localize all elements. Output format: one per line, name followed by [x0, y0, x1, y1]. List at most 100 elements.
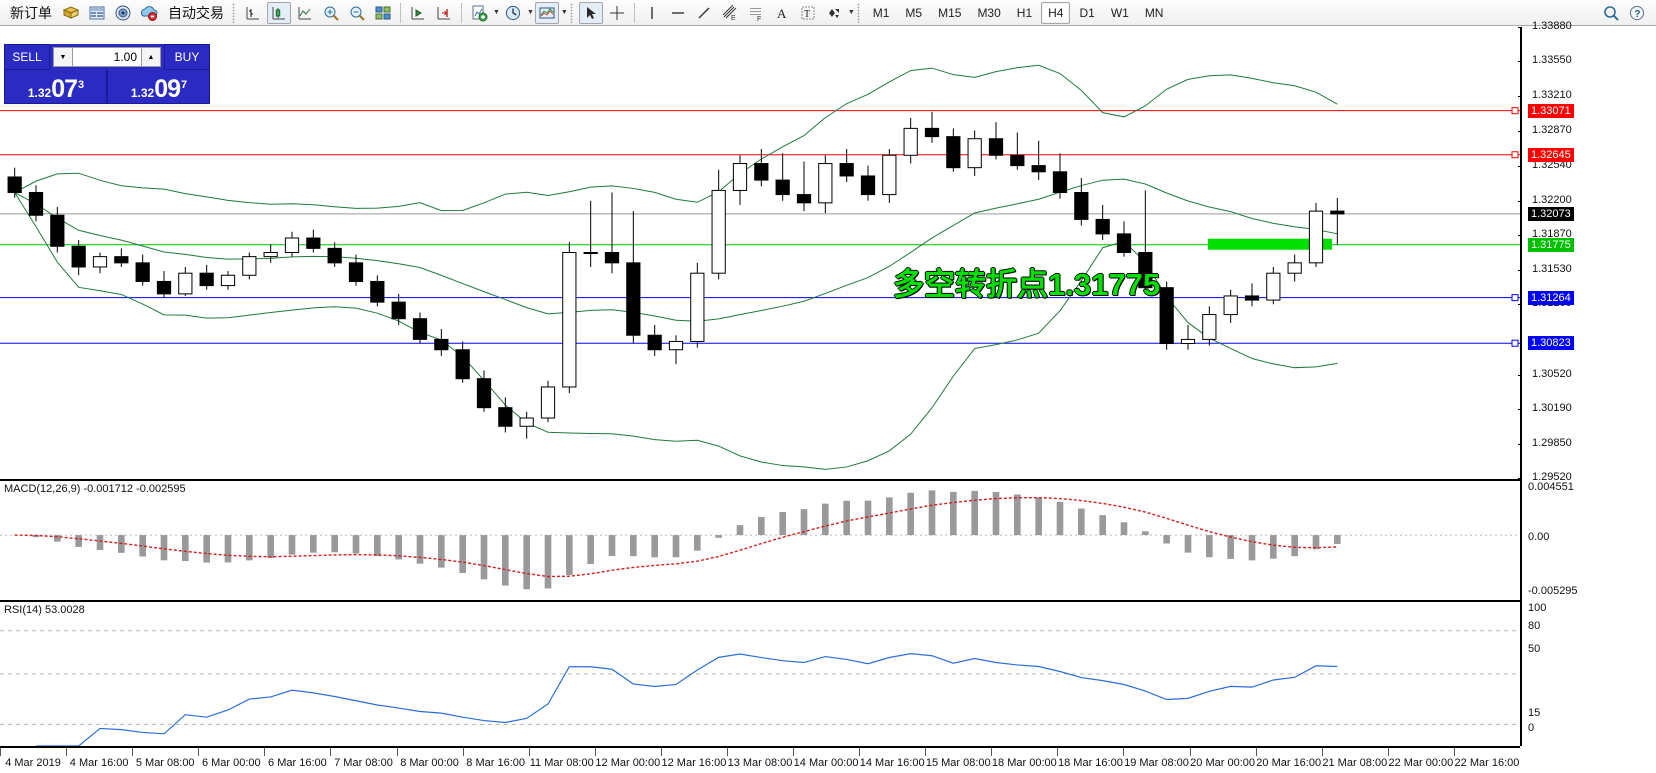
time-axis-separator [1255, 748, 1257, 756]
rsi-axis-tick: 100 [1528, 602, 1547, 614]
text-icon[interactable]: A [770, 2, 794, 24]
time-axis-separator [660, 748, 662, 756]
price-axis-tick: 1.29520 [1532, 471, 1572, 483]
sell-price-display[interactable]: 1.32 07 3 [4, 70, 107, 104]
timeframe-d1[interactable]: D1 [1079, 5, 1095, 20]
price-axis-tick: 1.30520 [1532, 367, 1572, 380]
search-icon[interactable] [1599, 2, 1623, 24]
templates-icon[interactable] [534, 1, 559, 24]
trendline-icon[interactable] [692, 2, 716, 24]
macd-pane[interactable]: MACD(12,26,9) -0.001712 -0.002595 [0, 479, 1520, 598]
volume-stepper-up-icon[interactable]: ▲ [141, 47, 161, 67]
price-axis-tick: 1.29850 [1532, 436, 1572, 449]
rsi-pane[interactable]: RSI(14) 53.0028 [0, 600, 1520, 746]
chevron-down-icon[interactable]: ▼ [493, 9, 500, 16]
new-order-button[interactable]: 新订单 [10, 4, 52, 21]
line-chart-mode-icon[interactable] [293, 2, 317, 24]
crosshair-icon[interactable] [605, 2, 629, 24]
time-axis-tick: 19 Mar 08:00 [1124, 757, 1189, 769]
time-axis-tick: 5 Mar 08:00 [135, 757, 195, 769]
macd-axis-tick-min: -0.005295 [1528, 585, 1578, 597]
one-click-trading-panel[interactable]: SELL ▼ 1.00 ▲ BUY 1.32 07 3 1.32 09 7 [4, 44, 210, 104]
price-axis-tick-mark [1518, 131, 1522, 133]
sell-price-point: 3 [78, 79, 85, 91]
svg-text:A: A [777, 6, 787, 21]
chevron-down-icon[interactable]: ▼ [560, 9, 568, 16]
autotrading-icon[interactable] [137, 2, 161, 24]
chart-annotation-text: 多空转折点1.31775 [893, 266, 1161, 302]
period-icon[interactable] [501, 2, 525, 24]
price-axis-tick: 1.31870 [1532, 227, 1572, 240]
price-chart-pane[interactable] [0, 27, 1520, 478]
volume-input[interactable]: 1.00 [73, 47, 141, 67]
chevron-down-icon[interactable]: ▼ [847, 9, 855, 16]
timeframe-m15[interactable]: M15 [938, 5, 962, 20]
time-axis-tick: 8 Mar 00:00 [400, 757, 459, 769]
market-watch-icon[interactable] [59, 2, 83, 24]
rsi-svg [0, 630, 1520, 746]
price-tag-resistance[interactable]: 1.33071 [1528, 103, 1574, 118]
horizontal-line-icon[interactable] [666, 2, 690, 24]
timeframe-w1[interactable]: W1 [1110, 5, 1129, 20]
time-axis-tick: 15 Mar 08:00 [925, 757, 991, 769]
navigator-icon[interactable] [111, 2, 135, 24]
price-tag-support[interactable]: 1.31264 [1528, 290, 1574, 305]
time-axis-separator [66, 748, 68, 756]
help-icon[interactable]: ? [1625, 2, 1649, 24]
chevron-down-icon[interactable]: ▼ [526, 9, 534, 16]
rsi-axis-tick: 0 [1528, 722, 1535, 734]
time-axis-separator [1189, 748, 1191, 756]
time-axis-tick: 14 Mar 16:00 [859, 757, 925, 769]
cursor-icon[interactable] [578, 1, 603, 24]
price-axis-tick: 1.33550 [1532, 54, 1572, 67]
price-tag-pivot[interactable]: 1.31775 [1528, 237, 1574, 252]
buy-price-display[interactable]: 1.32 09 7 [107, 70, 210, 104]
time-axis[interactable]: 4 Mar 2019 4 Mar 16:00 5 Mar 08:00 6 Mar 00… [0, 746, 1520, 773]
time-axis-tick: 18 Mar 00:00 [991, 757, 1057, 769]
price-axis[interactable]: 1.33880 1.33550 1.33210 1.32870 1.32540 1.322… [1518, 20, 1656, 746]
bar-chart-mode-icon[interactable] [241, 2, 265, 24]
time-axis-tick: 11 Mar 08:00 [529, 757, 594, 769]
price-tag-resistance[interactable]: 1.32645 [1528, 147, 1574, 162]
time-axis-separator [396, 748, 398, 756]
vertical-line-icon[interactable] [640, 2, 664, 24]
fibo-fan-icon[interactable]: F [744, 2, 768, 24]
toolbar-grip [232, 2, 235, 23]
autotrading-button[interactable]: 自动交易 [168, 4, 224, 21]
fibonacci-icon[interactable]: E [718, 2, 742, 24]
price-axis-tick: 1.33880 [1532, 20, 1572, 32]
sell-button[interactable]: SELL [4, 44, 50, 70]
auto-scroll-icon[interactable] [432, 2, 456, 24]
price-axis-tick: 1.33210 [1532, 89, 1572, 102]
price-axis-tick-mark [1518, 443, 1522, 445]
timeframe-mn[interactable]: MN [1144, 5, 1164, 20]
buy-button[interactable]: BUY [164, 44, 210, 70]
text-label-icon[interactable]: T [796, 2, 820, 24]
volume-dropdown-icon[interactable]: ▼ [53, 47, 73, 67]
volume-control[interactable]: ▼ 1.00 ▲ [50, 44, 164, 70]
zoom-in-icon[interactable] [319, 2, 343, 24]
time-axis-separator [1453, 748, 1455, 756]
data-window-icon[interactable] [85, 2, 109, 24]
time-axis-separator [925, 748, 927, 756]
shapes-icon[interactable] [822, 2, 846, 24]
macd-axis-tick-max: 0.004551 [1528, 481, 1574, 493]
price-axis-tick: 1.31530 [1532, 263, 1572, 276]
tile-windows-icon[interactable] [371, 2, 395, 24]
timeframe-m30[interactable]: M30 [977, 5, 1001, 20]
new-chart-icon[interactable] [467, 2, 491, 24]
timeframe-h4[interactable]: H4 [1041, 1, 1071, 24]
time-axis-tick: 12 Mar 00:00 [595, 757, 661, 769]
candle-chart-mode-icon[interactable] [267, 1, 291, 24]
time-axis-tick: 8 Mar 16:00 [466, 757, 525, 769]
time-axis-tick: 14 Mar 00:00 [793, 757, 859, 769]
time-axis-tick: 4 Mar 2019 [5, 757, 61, 769]
timeframe-m5[interactable]: M5 [905, 5, 923, 20]
timeframe-m1[interactable]: M1 [872, 5, 890, 20]
zoom-out-icon[interactable] [345, 2, 369, 24]
price-tag-current[interactable]: 1.32073 [1528, 206, 1574, 221]
shift-end-icon[interactable] [406, 2, 430, 24]
timeframe-h1[interactable]: H1 [1016, 5, 1033, 20]
price-tag-support[interactable]: 1.30823 [1528, 336, 1574, 351]
time-axis-tick: 13 Mar 08:00 [727, 757, 793, 769]
